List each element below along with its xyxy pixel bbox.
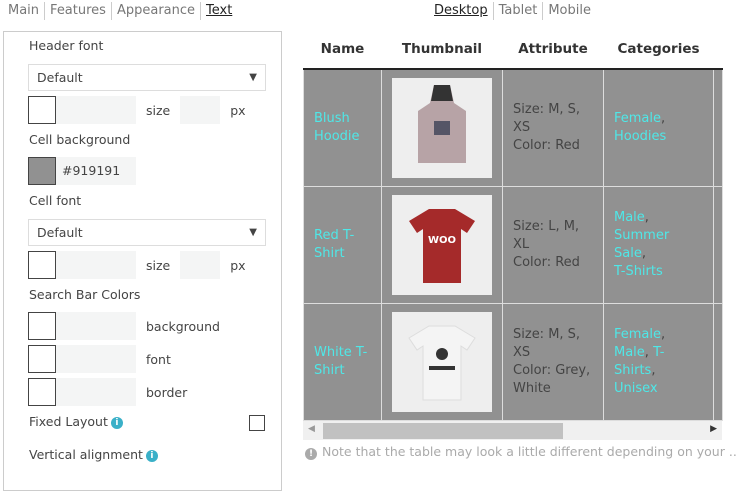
tab-main[interactable]: Main <box>8 3 40 18</box>
search-bg-input[interactable] <box>56 312 136 340</box>
search-font-row: font <box>28 345 181 373</box>
header-thumbnail[interactable]: Thumbnail <box>381 30 503 70</box>
table-row: White T-Shirt Size: M, S, XS Color: Grey,… <box>303 302 723 421</box>
search-font-swatch[interactable] <box>28 345 56 373</box>
category-link[interactable]: T-Shirts <box>614 344 665 378</box>
search-bg-swatch[interactable] <box>28 312 56 340</box>
font-label: font <box>146 351 171 367</box>
settings-tabs: Main Features Appearance Text <box>3 2 237 20</box>
attribute-color: Color: Red <box>513 137 580 153</box>
device-tabs: Desktop Tablet Mobile <box>429 2 596 20</box>
product-table-preview: Name Thumbnail Attribute Categories Blus… <box>303 30 723 421</box>
search-bar-colors-label: Search Bar Colors <box>29 287 141 302</box>
tab-appearance[interactable]: Appearance <box>110 2 200 20</box>
tab-text[interactable]: Text <box>200 2 237 20</box>
header-name[interactable]: Name <box>303 30 382 70</box>
cell-background-row: #919191 <box>28 157 136 185</box>
exclamation-icon: ! <box>305 448 317 460</box>
white-tshirt-thumbnail[interactable] <box>392 311 492 412</box>
scroll-right-icon[interactable]: ▶ <box>710 424 717 434</box>
category-link[interactable]: Summer Sale <box>614 227 670 261</box>
preview-note: ! Note that the table may look a little d… <box>305 444 737 460</box>
product-link[interactable]: White T-Shirt <box>314 344 368 378</box>
cell-font-label: Cell font <box>29 193 82 208</box>
dropdown-arrow-icon: ▼ <box>249 72 257 83</box>
header-overflow <box>713 30 723 70</box>
size-label: size <box>146 257 171 273</box>
header-color-input[interactable] <box>56 96 136 124</box>
header-size-input[interactable] <box>180 96 221 124</box>
px-label: px <box>230 257 246 273</box>
cell-font-select[interactable]: Default ▼ <box>28 219 266 246</box>
cell-font-value: Default <box>37 225 83 240</box>
px-label: px <box>230 102 246 118</box>
cell-color-swatch[interactable] <box>28 251 56 279</box>
product-link[interactable]: Blush Hoodie <box>314 110 360 144</box>
table-row: Red T-Shirt WOO Size: L, M, XL Color: Red… <box>303 185 723 304</box>
cell-background-input[interactable]: #919191 <box>56 157 136 185</box>
fixed-layout-checkbox[interactable] <box>249 415 265 431</box>
dropdown-arrow-icon: ▼ <box>249 227 257 238</box>
header-font-label: Header font <box>29 38 104 53</box>
info-icon[interactable]: i <box>110 417 123 429</box>
header-categories[interactable]: Categories <box>603 30 714 70</box>
note-text: Note that the table may look a little di… <box>322 444 737 459</box>
text-settings-panel: Header font Default ▼ size px Cell backgro… <box>3 31 282 491</box>
category-link[interactable]: Male <box>614 344 645 360</box>
header-font-value: Default <box>37 70 83 85</box>
tab-desktop[interactable]: Desktop <box>434 3 488 18</box>
cell-font-color-row: size px <box>28 251 256 279</box>
product-link[interactable]: Red T-Shirt <box>314 227 355 261</box>
fixed-layout-label: Fixed Layout i <box>29 414 123 429</box>
header-font-select[interactable]: Default ▼ <box>28 64 266 91</box>
category-link[interactable]: Female <box>614 326 662 342</box>
category-link[interactable]: Unisex <box>614 380 658 396</box>
red-tshirt-thumbnail[interactable]: WOO <box>392 194 492 295</box>
category-link[interactable]: Male <box>614 209 645 225</box>
cell-size-input[interactable] <box>180 251 221 279</box>
size-label: size <box>146 102 171 118</box>
hoodie-thumbnail[interactable] <box>392 77 492 178</box>
scroll-left-icon[interactable]: ◀ <box>308 424 315 434</box>
search-bg-row: background <box>28 312 230 340</box>
tab-mobile[interactable]: Mobile <box>542 2 596 20</box>
attribute-color: Color: Red <box>513 254 580 270</box>
fixed-layout-text: Fixed Layout <box>29 414 108 429</box>
search-border-row: border <box>28 378 197 406</box>
category-link[interactable]: Female <box>614 110 662 126</box>
cell-background-label: Cell background <box>29 132 131 147</box>
category-link[interactable]: Hoodies <box>614 128 667 144</box>
vertical-alignment-label: Vertical alignment i <box>29 447 158 462</box>
header-attribute[interactable]: Attribute <box>502 30 604 70</box>
category-link[interactable]: T-Shirts <box>614 263 663 279</box>
attribute-size: Size: M, S, XS <box>513 326 581 360</box>
attribute-size: Size: L, M, XL <box>513 218 580 252</box>
tab-features[interactable]: Features <box>44 2 111 20</box>
table-row: Blush Hoodie Size: M, S, XS Color: Red Fe… <box>303 68 723 187</box>
svg-text:WOO: WOO <box>428 235 456 246</box>
header-color-swatch[interactable] <box>28 96 56 124</box>
border-label: border <box>146 384 188 400</box>
attribute-size: Size: M, S, XS <box>513 101 581 135</box>
background-label: background <box>146 318 220 334</box>
scrollbar-thumb[interactable] <box>323 423 563 439</box>
attribute-color: Color: Grey, White <box>513 362 591 396</box>
search-border-swatch[interactable] <box>28 378 56 406</box>
tab-tablet[interactable]: Tablet <box>492 2 543 20</box>
search-border-input[interactable] <box>56 378 136 406</box>
cell-background-swatch[interactable] <box>28 157 56 185</box>
vertical-alignment-text: Vertical alignment <box>29 447 143 462</box>
header-font-color-row: size px <box>28 96 256 124</box>
info-icon[interactable]: i <box>145 450 158 462</box>
cell-color-input[interactable] <box>56 251 136 279</box>
horizontal-scrollbar[interactable]: ◀ ▶ <box>303 421 722 440</box>
search-font-input[interactable] <box>56 345 136 373</box>
